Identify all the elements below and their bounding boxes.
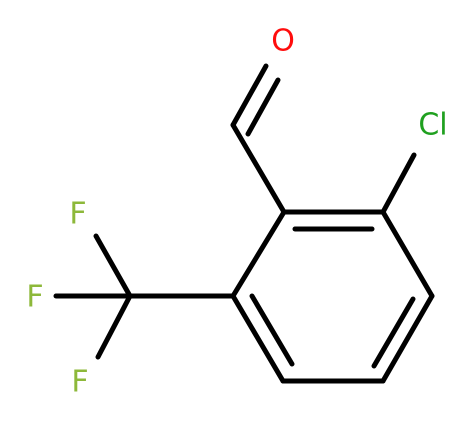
- bond: [230, 293, 286, 384]
- bonds: [53, 63, 435, 384]
- bond: [93, 233, 133, 299]
- bond: [230, 122, 287, 215]
- atom-label: F: [26, 280, 43, 315]
- bond: [230, 209, 287, 299]
- bond: [245, 77, 281, 137]
- bond: [95, 293, 133, 360]
- atom-label: F: [69, 197, 86, 232]
- atom-labels: O Cl F F F: [26, 24, 447, 400]
- atom-label: F: [71, 365, 88, 400]
- bond: [249, 293, 295, 367]
- bond: [371, 296, 416, 369]
- bond: [380, 152, 417, 215]
- bond: [380, 293, 435, 384]
- atom-label: Cl: [418, 108, 447, 143]
- atom-label: O: [271, 24, 295, 59]
- bond: [230, 63, 269, 128]
- bond: [380, 209, 435, 299]
